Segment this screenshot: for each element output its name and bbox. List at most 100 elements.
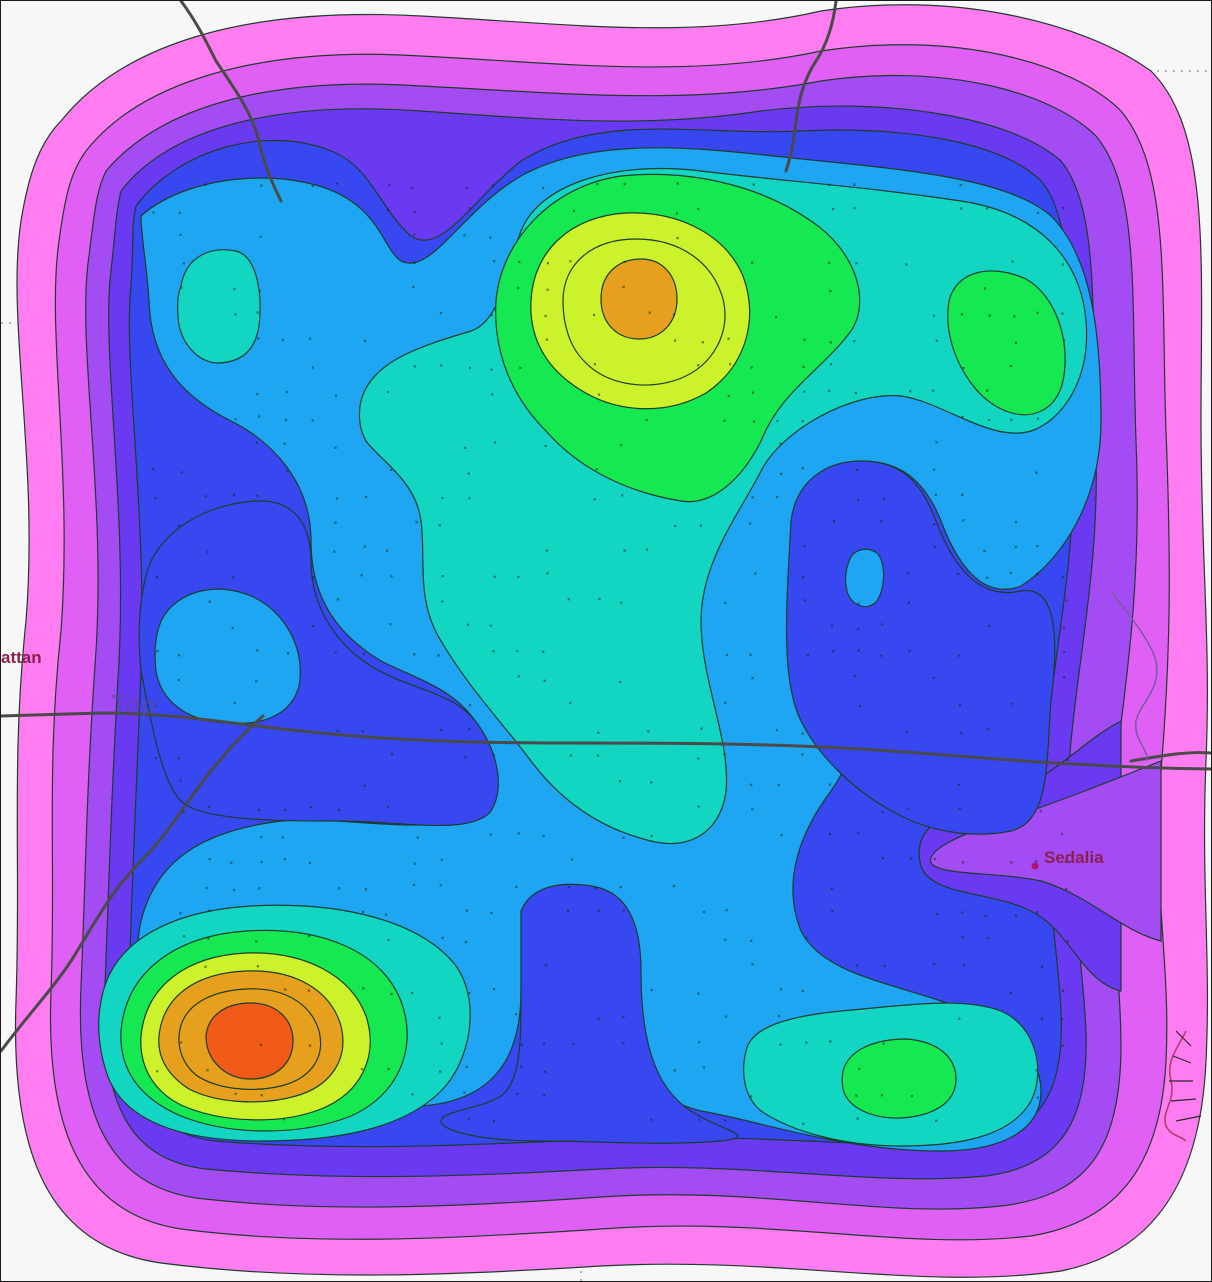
sample-point bbox=[363, 545, 366, 548]
sample-point bbox=[750, 939, 753, 942]
sample-point bbox=[464, 940, 467, 944]
sample-point bbox=[832, 208, 835, 211]
sample-point bbox=[515, 1013, 518, 1016]
sample-point bbox=[597, 731, 600, 734]
sample-point bbox=[489, 236, 492, 239]
sample-point bbox=[1014, 914, 1017, 917]
sample-point bbox=[1066, 940, 1070, 943]
sample-point bbox=[650, 1118, 653, 1121]
sample-point bbox=[932, 468, 936, 471]
sample-point bbox=[362, 987, 365, 990]
sample-point bbox=[619, 680, 622, 684]
sample-point bbox=[724, 938, 727, 941]
sample-point bbox=[1062, 626, 1065, 629]
sample-point bbox=[468, 991, 471, 994]
sample-point bbox=[516, 1092, 519, 1095]
sample-point bbox=[751, 261, 754, 264]
contour-band-level-3-east-lobe bbox=[929, 760, 1162, 942]
sample-point bbox=[1040, 1017, 1043, 1020]
sample-point bbox=[1061, 1044, 1064, 1047]
sample-point bbox=[806, 654, 809, 657]
sample-point bbox=[802, 1122, 805, 1125]
sample-point bbox=[1062, 339, 1065, 342]
sample-point bbox=[593, 498, 596, 501]
sample-point bbox=[854, 391, 857, 395]
sample-point bbox=[1014, 545, 1017, 549]
sample-point bbox=[725, 653, 729, 657]
sample-point bbox=[1014, 341, 1017, 344]
sample-point bbox=[597, 1018, 600, 1021]
sample-point bbox=[154, 497, 157, 500]
sample-point bbox=[650, 988, 653, 992]
sample-point bbox=[961, 911, 964, 914]
sample-point bbox=[490, 314, 493, 317]
sample-point bbox=[308, 1044, 312, 1047]
sample-point bbox=[983, 287, 986, 290]
sample-point bbox=[208, 909, 211, 912]
sample-point bbox=[517, 575, 520, 578]
sample-point bbox=[439, 884, 442, 887]
sample-point bbox=[231, 626, 234, 629]
sample-point bbox=[284, 988, 287, 991]
sample-point bbox=[391, 753, 394, 756]
sample-point bbox=[672, 313, 675, 316]
sample-point bbox=[753, 420, 756, 423]
sample-point bbox=[698, 1118, 701, 1121]
sample-point bbox=[1013, 315, 1016, 318]
sample-point bbox=[832, 520, 835, 523]
sample-point bbox=[156, 1070, 159, 1073]
sample-point bbox=[465, 186, 468, 189]
sample-point bbox=[177, 524, 180, 527]
sample-point bbox=[853, 207, 856, 210]
sample-point bbox=[363, 339, 367, 342]
sample-point bbox=[362, 652, 365, 655]
sample-point bbox=[597, 393, 601, 396]
roads bbox=[1, 1, 1211, 1053]
sample-point bbox=[546, 288, 549, 291]
sample-point bbox=[858, 1067, 861, 1070]
sample-point bbox=[623, 260, 626, 263]
sample-point bbox=[544, 444, 547, 448]
sample-point bbox=[801, 989, 804, 993]
sample-point bbox=[857, 649, 860, 652]
sample-point bbox=[957, 783, 960, 786]
sample-point bbox=[828, 261, 831, 265]
sample-point bbox=[489, 833, 492, 836]
sample-point bbox=[389, 623, 392, 626]
sample-point bbox=[568, 886, 571, 889]
sample-point bbox=[490, 912, 493, 915]
sample-point bbox=[1014, 521, 1018, 524]
sample-point bbox=[492, 1120, 496, 1123]
sample-point bbox=[1061, 263, 1064, 266]
sample-point bbox=[152, 211, 155, 214]
sample-point bbox=[283, 858, 286, 861]
sample-point bbox=[1065, 887, 1068, 891]
sample-point bbox=[386, 390, 390, 394]
sample-point bbox=[1035, 860, 1038, 863]
sample-point bbox=[801, 420, 804, 423]
sample-point bbox=[311, 184, 314, 188]
sample-point bbox=[517, 286, 520, 290]
sample-point bbox=[856, 1117, 859, 1120]
sample-point bbox=[205, 887, 208, 890]
sample-point bbox=[208, 858, 211, 861]
sample-point bbox=[907, 807, 910, 810]
sample-point bbox=[1010, 418, 1013, 421]
sample-point bbox=[1063, 676, 1066, 679]
sample-point bbox=[520, 1043, 523, 1046]
sample-point bbox=[542, 186, 545, 190]
sample-point bbox=[933, 545, 936, 549]
sample-point bbox=[675, 212, 678, 215]
sample-point bbox=[256, 393, 259, 396]
sample-point bbox=[751, 391, 754, 394]
sample-point bbox=[723, 753, 726, 756]
road-interstate-west bbox=[1, 711, 1211, 771]
sample-point bbox=[645, 418, 648, 421]
sample-point bbox=[880, 623, 883, 626]
sample-point bbox=[441, 936, 444, 939]
sample-point bbox=[413, 862, 416, 865]
sample-point bbox=[258, 808, 261, 811]
sample-point bbox=[828, 389, 831, 393]
